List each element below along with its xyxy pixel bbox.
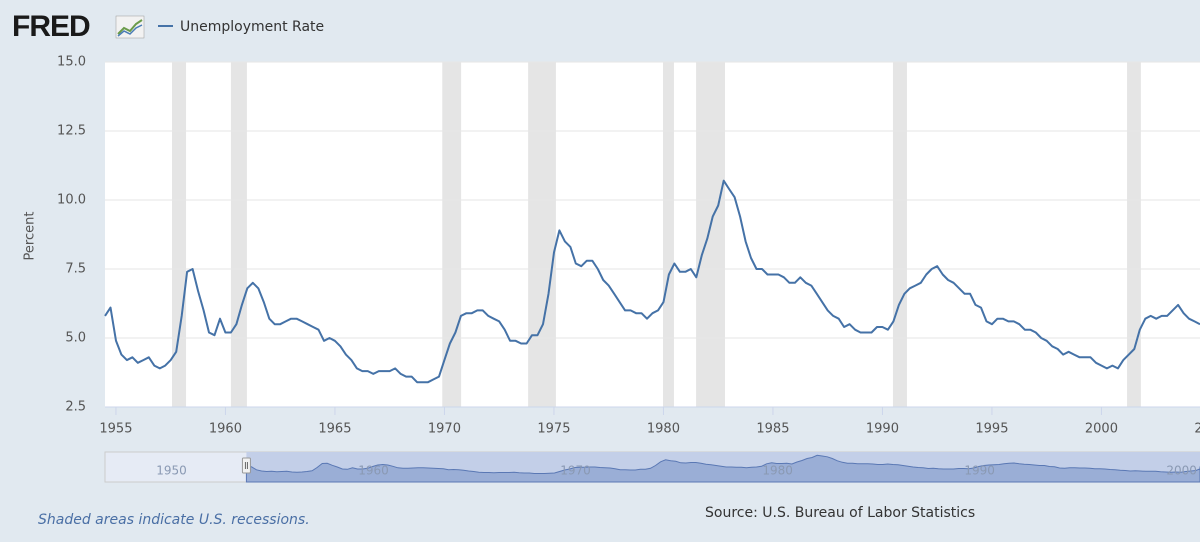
logo: FRED: [12, 10, 90, 43]
y-tick-label: 15.0: [57, 55, 86, 70]
navigator-tick-label: 1980: [762, 464, 793, 478]
y-tick-label: 12.5: [57, 124, 86, 139]
source: Source: U.S. Bureau of Labor Statistics: [705, 505, 975, 521]
series-line: [104, 179, 1200, 384]
x-tick-label: 2000: [1085, 422, 1118, 437]
navigator-handle: [241, 457, 251, 474]
recession-band: [1127, 62, 1141, 407]
y-tick-label: 5.0: [65, 331, 86, 346]
x-tick-label: 1995: [975, 422, 1008, 437]
recession-band: [528, 62, 556, 407]
x-tick-label: 1980: [647, 422, 680, 437]
recession-band: [663, 62, 674, 407]
navigator-tick-label: 1990: [964, 464, 995, 478]
x-tick-label: 1975: [537, 422, 570, 437]
recession-band: [172, 62, 187, 407]
x-tick-label: 1965: [318, 422, 351, 437]
navigator-tick-label: 1960: [358, 464, 389, 478]
navigator-area: [245, 454, 1200, 483]
y-tick-label: 7.5: [65, 262, 86, 277]
navigator-tick-label: 1970: [560, 464, 591, 478]
x-tick-label: 1985: [756, 422, 789, 437]
recession-band: [892, 62, 907, 407]
x-tick-label: 1970: [428, 422, 461, 437]
plot-area: [105, 62, 1200, 407]
recession-band: [696, 62, 725, 407]
y-tick-label: 2.5: [65, 400, 86, 415]
recession-note: Shaded areas indicate U.S. recessions.: [38, 512, 310, 528]
y-tick-label: 10.0: [57, 193, 86, 208]
recession-band: [442, 62, 462, 407]
navigator-tick-label: 1950: [156, 464, 187, 478]
x-tick-label: 1955: [99, 422, 132, 437]
x-tick-label: 1990: [866, 422, 899, 437]
navigator-tick-label: 2000: [1166, 464, 1197, 478]
legend-label: Unemployment Rate: [180, 19, 324, 35]
x-tick-label: 2005: [1194, 422, 1200, 437]
recession-band: [230, 62, 247, 407]
y-axis-label: Percent: [23, 212, 38, 261]
logo-icon: [115, 15, 145, 39]
x-tick-label: 1960: [209, 422, 242, 437]
